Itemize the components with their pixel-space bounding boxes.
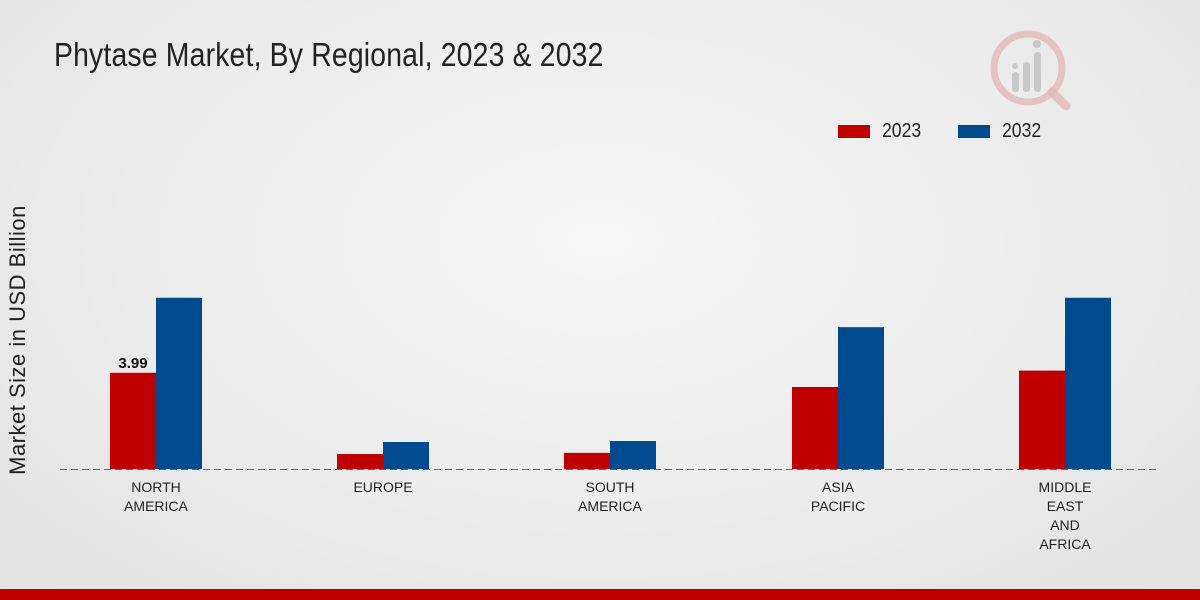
- bar-2032-north-america: [156, 297, 202, 469]
- legend-label-2032: 2032: [1002, 120, 1042, 142]
- bar-2032-middle-east-and-africa: [1065, 297, 1111, 469]
- bar-2023-south-america: [564, 452, 610, 469]
- bar-2032-south-america: [610, 441, 656, 469]
- market-research-logo-icon: [990, 30, 1071, 111]
- chart-title: Phytase Market, By Regional, 2023 & 2032: [54, 36, 604, 73]
- bar-2023-middle-east-and-africa: [1019, 370, 1065, 469]
- bar-2032-asia-pacific: [838, 327, 884, 469]
- legend-item-2023: 2023: [838, 120, 927, 143]
- x-tick-label-north-america: NORTH AMERICA: [124, 479, 188, 514]
- legend-swatch-2032: [958, 125, 990, 138]
- legend-swatch-2023: [838, 125, 870, 138]
- footer-accent-bar: [0, 589, 1200, 600]
- x-tick-label-europe: EUROPE: [353, 479, 412, 495]
- x-tick-label-south-america: SOUTH AMERICA: [578, 479, 642, 514]
- legend-item-2032: 2032: [958, 120, 1047, 143]
- x-tick-label-middle-east-and-africa: MIDDLE EAST AND AFRICA: [1039, 479, 1092, 552]
- bar-2032-europe: [383, 441, 429, 469]
- legend-label-2023: 2023: [882, 120, 922, 142]
- data-label-2023-0: 3.99: [118, 355, 147, 372]
- bar-2023-asia-pacific: [792, 387, 838, 469]
- bar-2023-europe: [337, 454, 383, 469]
- bar-2023-north-america: [110, 372, 156, 469]
- x-tick-label-asia-pacific: ASIA PACIFIC: [811, 479, 865, 514]
